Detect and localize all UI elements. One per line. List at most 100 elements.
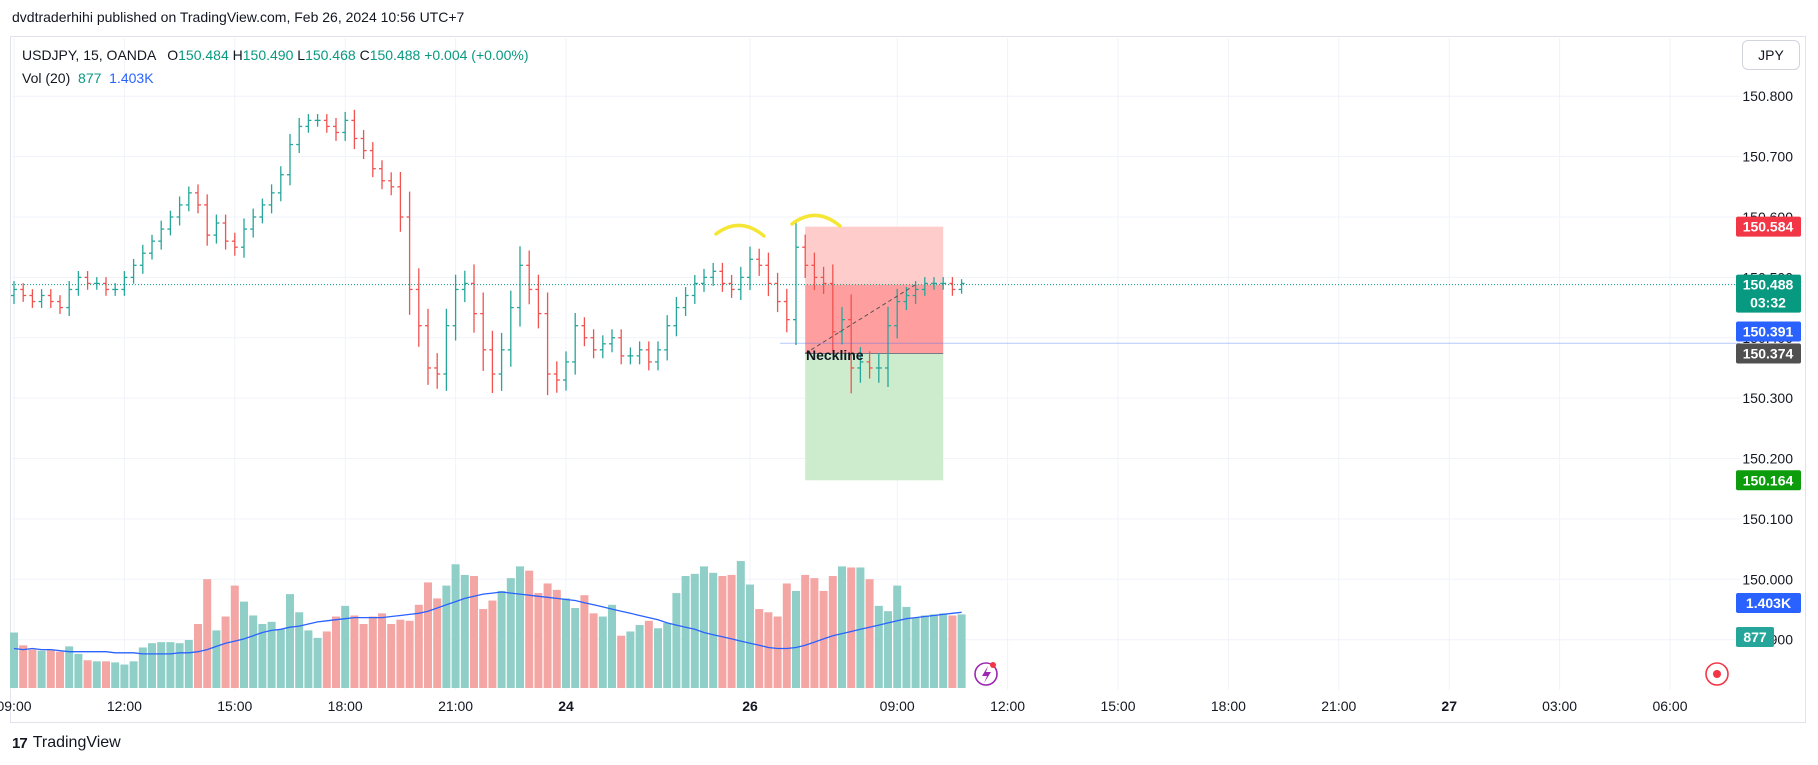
volume-bar [782, 583, 791, 688]
price-bar [839, 306, 845, 345]
volume-tag-text: 877 [1743, 629, 1767, 645]
volume-bar [396, 619, 405, 688]
x-tick-label: 03:00 [1542, 698, 1577, 714]
volume-bar [479, 609, 488, 688]
price-bar [415, 268, 422, 347]
price-bar [655, 341, 661, 371]
volume-bar [37, 650, 46, 688]
volume-bar [304, 630, 313, 688]
price-tag: 150.584 [1736, 216, 1801, 237]
position-zones[interactable] [805, 226, 944, 481]
price-bar [406, 191, 413, 315]
overlay-lines: Neckline [12, 213, 1740, 363]
volume-bar [847, 567, 856, 688]
volume-tag: 1.403K [1736, 593, 1801, 613]
volume-label[interactable]: Vol (20) [22, 70, 71, 86]
price-bar [710, 262, 717, 286]
price-bar [461, 270, 468, 303]
price-bar [958, 279, 965, 294]
stop-loss-zone-upper [805, 226, 944, 285]
volume-bar [663, 622, 672, 688]
volume-row: Vol (20) 877 1.403K [22, 67, 528, 90]
volume-bar [930, 614, 938, 688]
volume-bar [83, 660, 92, 688]
price-tag-text: 150.488 [1743, 277, 1794, 293]
volume-bar [65, 646, 74, 688]
price-bar [765, 252, 772, 297]
price-bar [277, 166, 284, 202]
price-bar [443, 308, 450, 391]
price-bar [572, 313, 579, 375]
published-line: dvdtraderhihi published on TradingView.c… [12, 9, 465, 25]
volume-bar [939, 613, 948, 688]
volume-bar [166, 642, 175, 688]
price-bar [47, 289, 54, 308]
price-bar [802, 234, 809, 278]
low-label: L [297, 47, 306, 63]
volume-tag-box [1736, 593, 1801, 613]
price-bar [636, 341, 643, 365]
chart-legend: USDJPY, 15, OANDA O150.484 H150.490 L150… [22, 44, 528, 90]
price-bar [360, 130, 367, 160]
volume-bar [102, 661, 110, 688]
volume-bar [368, 616, 377, 688]
price-bar [829, 264, 836, 351]
close-value: 150.488 [369, 47, 421, 63]
low-value: 150.468 [305, 47, 356, 63]
price-tag-countdown: 03:32 [1750, 295, 1786, 311]
price-bar [379, 160, 385, 190]
volume-bar [387, 624, 396, 688]
volume-bar [884, 611, 892, 688]
volume-bar [276, 629, 285, 688]
price-bar [185, 186, 192, 212]
volume-bar [138, 647, 147, 688]
volume-bar [874, 605, 883, 688]
volume-bar [497, 590, 506, 688]
y-tick-label: 150.300 [1742, 390, 1793, 406]
volume-bar [359, 624, 368, 688]
price-bar [167, 210, 174, 236]
volume-bar [525, 570, 534, 688]
y-tick-label: 150.100 [1742, 511, 1793, 527]
chart-frame [10, 36, 1806, 723]
symbol-label[interactable]: USDJPY, 15, OANDA [22, 47, 156, 63]
price-bar [480, 292, 487, 371]
volume-bar [506, 578, 515, 688]
high-label: H [232, 47, 243, 63]
volume-bar [626, 631, 635, 688]
volume-ma-value: 1.403K [109, 70, 154, 86]
price-bar [333, 117, 339, 141]
price-bar [11, 281, 17, 304]
price-tag: 150.164 [1736, 470, 1801, 491]
tradingview-logo-icon: 17 [12, 734, 28, 752]
currency-button[interactable]: JPY [1742, 40, 1800, 70]
sketch-arc-0 [714, 223, 766, 238]
price-axis[interactable]: 150.800150.700150.600150.500150.400150.3… [1742, 88, 1793, 647]
price-bar [645, 341, 652, 371]
price-bar [866, 351, 873, 379]
price-bar [526, 250, 533, 305]
brand-name: TradingView [32, 734, 121, 751]
volume-bar [534, 593, 543, 688]
close-label: C [359, 47, 370, 63]
price-bar [599, 335, 606, 359]
price-bar [84, 271, 91, 290]
footer-brand[interactable]: 17 TradingView [12, 734, 121, 752]
price-tag-box [1736, 343, 1801, 364]
volume-bar [902, 606, 911, 688]
volume-bar [341, 605, 350, 688]
price-bar [728, 274, 735, 298]
price-bar [563, 351, 569, 391]
volume-bar [148, 643, 156, 688]
volume-bar [700, 566, 708, 688]
volume-bar [378, 613, 386, 688]
stop-loss-zone-filled [805, 284, 944, 354]
price-bar [369, 142, 376, 178]
volume-bar [552, 589, 561, 688]
volume-bar [580, 595, 589, 688]
time-axis[interactable]: 09:00 12:00 15:00 18:00 21:00 24 26 09:00 12:00 1… [0, 698, 1688, 714]
ohlc-row: USDJPY, 15, OANDA O150.484 H150.490 L150… [22, 44, 528, 67]
change-value: +0.004 (+0.00%) [424, 47, 529, 63]
price-bar [351, 109, 358, 150]
